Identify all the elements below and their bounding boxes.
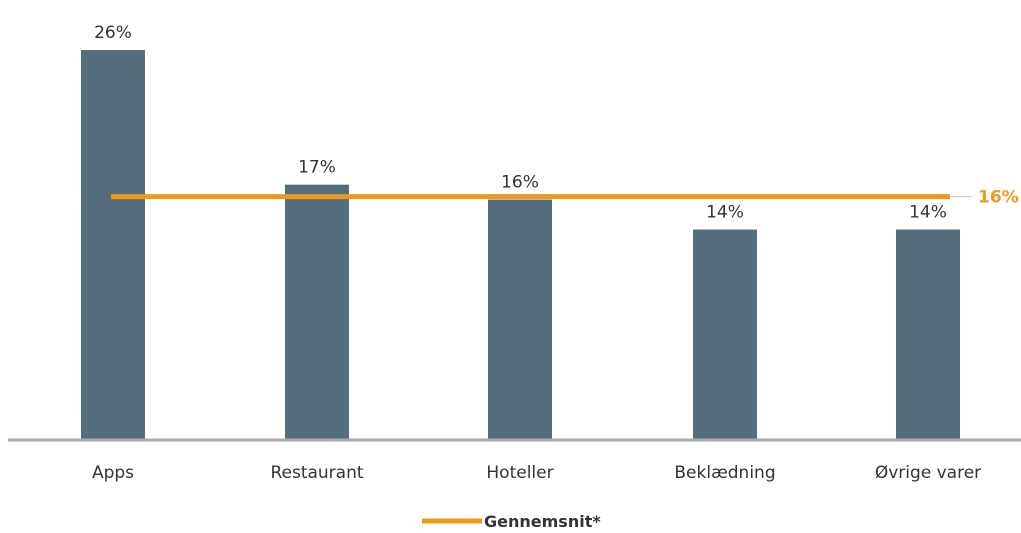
- value-label-3: 14%: [706, 203, 744, 223]
- bar-3: [693, 229, 757, 439]
- category-label-1: Restaurant: [270, 463, 363, 483]
- category-label-3: Beklædning: [674, 463, 775, 483]
- category-label-4: Øvrige varer: [875, 463, 981, 483]
- average-value-label: 16%: [978, 188, 1019, 208]
- bar-1: [285, 184, 349, 439]
- bar-0: [81, 50, 145, 439]
- value-label-0: 26%: [94, 23, 132, 43]
- category-label-2: Hoteller: [486, 463, 553, 483]
- category-label-0: Apps: [92, 463, 134, 483]
- category-labels-group: Apps Restaurant Hoteller Beklædning Øvrige v…: [92, 463, 981, 483]
- bars-group: [81, 50, 960, 439]
- value-label-1: 17%: [298, 158, 336, 178]
- value-label-4: 14%: [909, 203, 947, 223]
- legend: Gennemsnit*: [422, 512, 601, 531]
- bar-2: [488, 199, 552, 439]
- value-labels-group: 26% 17% 16% 14% 14%: [94, 23, 947, 223]
- value-label-2: 16%: [501, 173, 539, 193]
- bar-4: [896, 229, 960, 439]
- legend-label-average: Gennemsnit*: [484, 512, 601, 531]
